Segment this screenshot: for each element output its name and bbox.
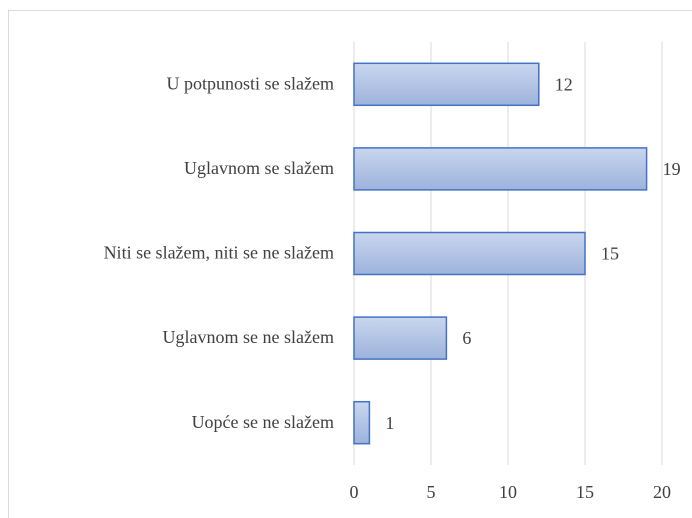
bar (353, 316, 448, 360)
x-tick-label: 10 (499, 482, 517, 502)
data-label: 12 (555, 74, 573, 94)
y-tick-label: Niti se slažem, niti se ne slažem (104, 243, 334, 263)
x-tick-label: 0 (350, 482, 359, 502)
bar (353, 147, 648, 191)
data-label: 19 (663, 159, 681, 179)
x-tick-label: 15 (576, 482, 594, 502)
data-label: 1 (385, 413, 394, 433)
data-label: 6 (462, 328, 471, 348)
data-label: 15 (601, 244, 619, 264)
bar (353, 231, 586, 276)
y-tick-label: Uopće se ne slažem (192, 412, 334, 432)
chart-border (8, 10, 692, 518)
bar (353, 400, 371, 445)
y-tick-label: Uglavnom se slažem (184, 158, 334, 178)
x-tick-label: 5 (427, 482, 436, 502)
x-tick-label: 20 (653, 482, 671, 502)
y-tick-label: U potpunosti se slažem (167, 73, 334, 93)
bar (353, 62, 540, 107)
y-tick-label: Uglavnom se ne slažem (163, 327, 334, 347)
